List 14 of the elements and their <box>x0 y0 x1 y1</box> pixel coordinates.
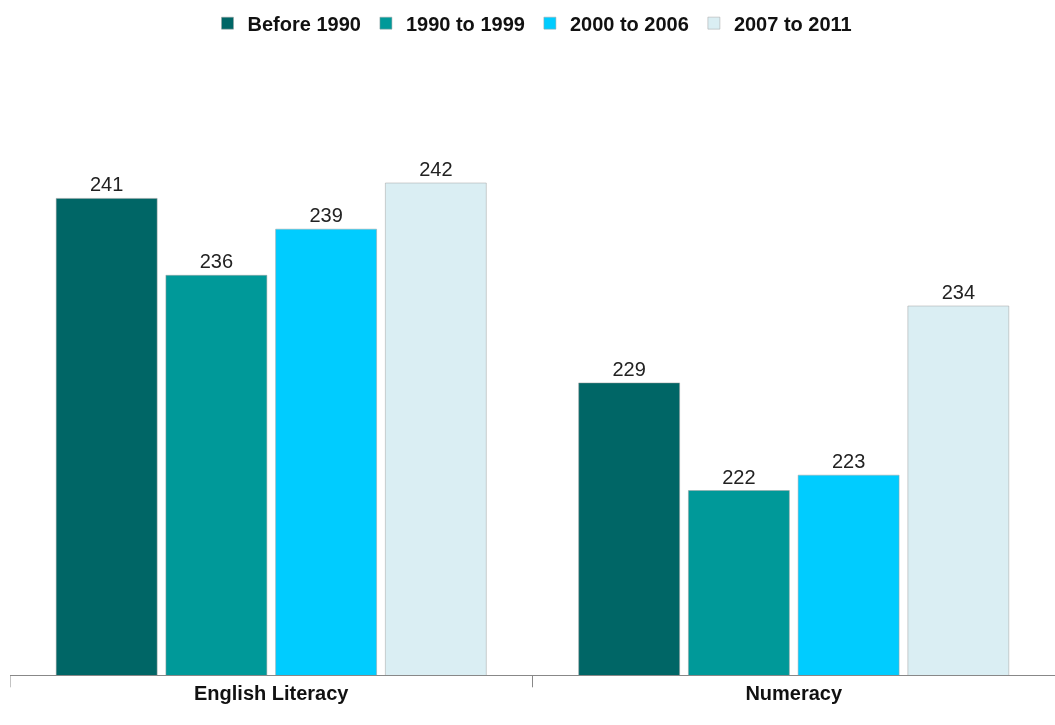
legend-label: 2000 to 2006 <box>569 12 689 35</box>
legend-label: 2007 to 2011 <box>733 12 852 35</box>
data-label: 229 <box>612 357 646 380</box>
data-label: 234 <box>941 281 976 303</box>
x-tick-label: English Literacy <box>194 682 350 704</box>
legend-label: Before 1990 <box>247 12 361 35</box>
data-label: 241 <box>89 173 124 196</box>
legend-label: 1990 to 1999 <box>405 12 525 35</box>
data-label: 239 <box>309 204 343 227</box>
data-label: 242 <box>419 158 453 180</box>
x-tick-label: Numeracy <box>745 682 843 704</box>
data-label: 223 <box>831 450 866 473</box>
data-label: 236 <box>199 250 234 273</box>
data-label: 222 <box>722 465 756 488</box>
